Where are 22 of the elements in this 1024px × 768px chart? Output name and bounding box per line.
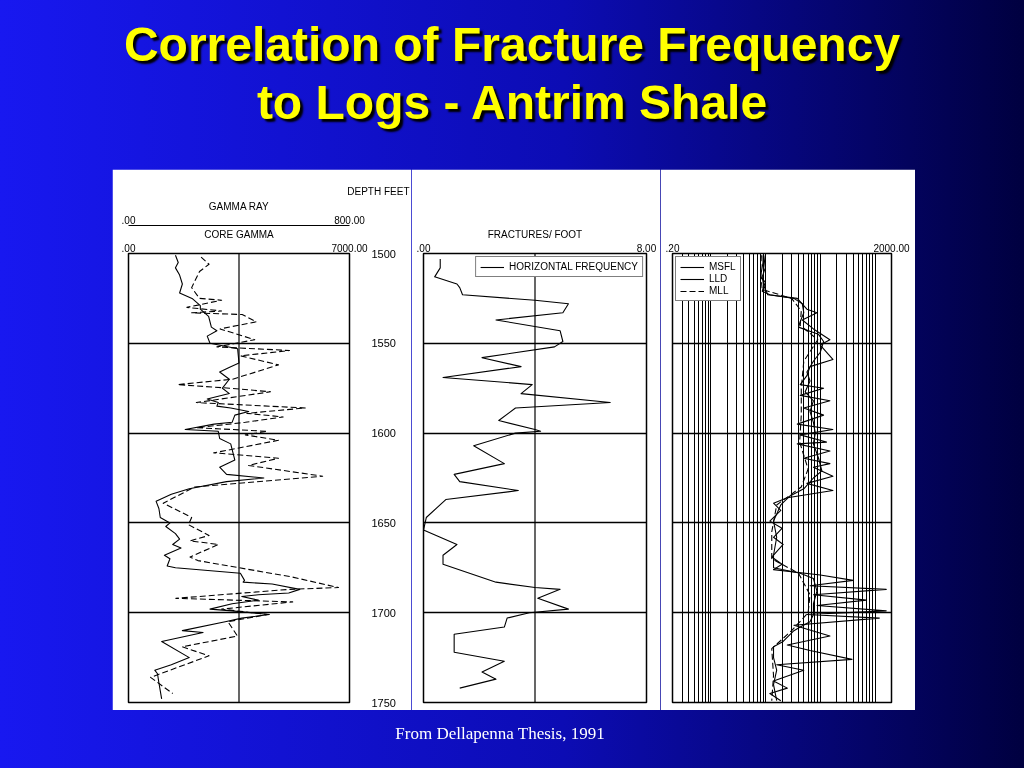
x-tick-label: .20 xyxy=(665,242,680,254)
y-tick-label: 1550 xyxy=(371,337,396,350)
legend-label: LLD xyxy=(709,273,729,284)
y-axis-title: DEPTH FEET xyxy=(347,185,410,197)
text: Correlation of Fracture Frequency to Logs - Antrim Shale xyxy=(122,17,902,131)
x-tick-label: .00 xyxy=(416,242,431,254)
y-tick-label: 1600 xyxy=(371,427,396,440)
x-tick-label: 8.00 xyxy=(636,242,657,254)
x-axis-title: FRACTURES/ FOOT xyxy=(487,228,583,240)
y-tick-label: 1750 xyxy=(371,696,396,709)
y-tick-label: 1500 xyxy=(371,247,396,260)
x2-axis-title: CORE GAMMA xyxy=(204,228,275,240)
legend-label: MSFL xyxy=(709,261,736,272)
x-tick-label: 800.00 xyxy=(334,214,366,226)
text: From Dellapenna Thesis, 1991 xyxy=(395,723,605,745)
x-axis-title: GAMMA RAY xyxy=(208,200,269,212)
legend-label: MLL xyxy=(709,285,729,296)
legend-label: HORIZONTAL FREQUENCY xyxy=(509,261,638,272)
x-tick-label: 2000.00 xyxy=(873,242,911,254)
y-tick-label: 1700 xyxy=(371,606,396,619)
y-tick-label: 1650 xyxy=(371,516,396,529)
x2-tick-label: 7000.00 xyxy=(331,242,369,254)
